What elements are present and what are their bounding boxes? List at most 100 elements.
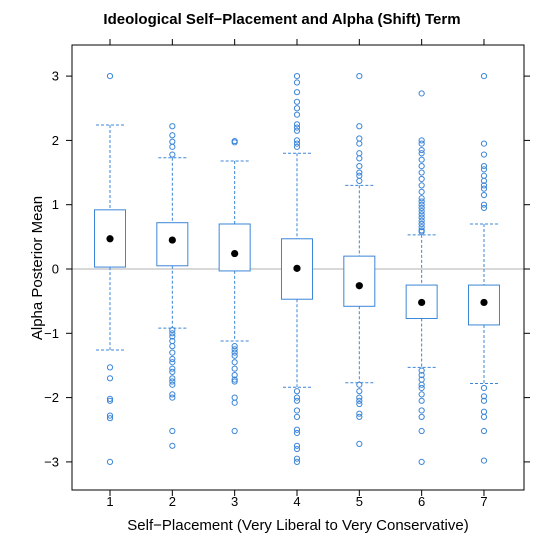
outlier-point <box>480 384 488 392</box>
outlier-point <box>480 413 488 420</box>
outlier-point <box>480 185 488 192</box>
x-tick-label: 7 <box>480 494 487 509</box>
outlier-point <box>418 391 425 398</box>
y-tick-label: 2 <box>52 133 59 148</box>
outlier-point <box>356 394 363 401</box>
outlier-point <box>418 384 425 392</box>
outlier-point <box>293 105 301 112</box>
outlier-point <box>169 365 176 372</box>
outlier-point <box>231 139 238 146</box>
box-group-7 <box>467 73 500 464</box>
outlier-point <box>356 150 363 157</box>
outlier-point <box>231 346 238 353</box>
outlier-point <box>480 172 488 179</box>
box-group-3 <box>218 137 251 435</box>
outlier-point <box>169 442 176 449</box>
outlier-point <box>418 156 425 163</box>
outlier-point <box>418 427 425 435</box>
outlier-point <box>169 378 176 385</box>
outlier-point <box>418 458 425 465</box>
outlier-point <box>231 365 238 372</box>
iqr-box <box>343 255 376 307</box>
outlier-point <box>106 412 114 419</box>
outlier-point <box>169 381 176 388</box>
outlier-point <box>480 427 488 435</box>
outlier-point <box>169 359 176 366</box>
outlier-point <box>293 124 301 131</box>
outlier-point <box>356 388 363 395</box>
outlier-point <box>106 395 114 402</box>
outlier-point <box>480 151 488 158</box>
x-tick-label: 1 <box>106 494 113 509</box>
outlier-point <box>418 208 425 215</box>
outlier-point <box>169 330 176 337</box>
outlier-point <box>293 111 301 118</box>
outlier-point <box>356 169 363 176</box>
outlier-point <box>480 393 488 400</box>
outlier-point <box>293 73 301 80</box>
outlier-point <box>293 121 301 128</box>
mean-point <box>168 236 176 244</box>
outlier-point <box>106 364 114 371</box>
outlier-point <box>418 175 425 183</box>
outlier-point <box>293 445 301 453</box>
outlier-point <box>293 143 301 150</box>
outlier-point <box>418 204 425 212</box>
x-tick-label: 4 <box>293 494 300 509</box>
outlier-point <box>418 381 425 388</box>
outlier-point <box>231 399 238 406</box>
outlier-point <box>169 349 176 356</box>
outlier-point <box>480 201 488 208</box>
outlier-point <box>356 155 363 162</box>
outlier-point <box>356 135 363 142</box>
outlier-point <box>418 163 425 170</box>
y-tick-label: −1 <box>44 326 59 341</box>
outlier-point <box>480 397 488 404</box>
outlier-point <box>293 442 301 449</box>
outlier-point <box>293 458 301 465</box>
outlier-point <box>169 368 176 375</box>
outlier-point <box>106 375 114 382</box>
outlier-point <box>293 388 301 395</box>
outlier-point <box>293 140 301 147</box>
outlier-point <box>356 177 363 185</box>
box-group-1 <box>94 73 126 465</box>
iqr-box <box>156 222 189 267</box>
outlier-point <box>356 140 363 147</box>
outlier-point <box>169 343 176 350</box>
iqr-box <box>218 223 251 272</box>
y-tick-label: 0 <box>52 262 59 277</box>
x-tick-label: 5 <box>356 494 363 509</box>
outlier-point <box>480 457 488 464</box>
chart-title: Ideological Self−Placement and Alpha (Sh… <box>103 11 460 28</box>
outlier-point <box>356 163 363 170</box>
outlier-point <box>418 407 425 414</box>
x-tick-label: 3 <box>231 494 238 509</box>
outlier-point <box>418 201 425 208</box>
box-group-4 <box>280 73 313 465</box>
mean-point <box>418 298 426 307</box>
outlier-point <box>356 123 363 130</box>
outlier-point <box>356 172 363 179</box>
outlier-point <box>418 150 425 157</box>
outlier-point <box>418 146 425 154</box>
outlier-point <box>169 375 176 382</box>
outlier-point <box>356 381 363 388</box>
x-axis-label: Self−Placement (Very Liberal to Very Con… <box>127 517 468 534</box>
outlier-point <box>169 138 176 145</box>
box-group-6 <box>405 90 438 465</box>
outlier-point <box>293 137 301 144</box>
y-tick-label: −2 <box>44 390 59 405</box>
outlier-point <box>231 394 238 401</box>
outlier-point <box>480 408 488 415</box>
plot-area <box>72 73 524 465</box>
outlier-point <box>169 333 176 340</box>
plot-frame <box>71 44 525 491</box>
outlier-point <box>293 127 301 134</box>
outlier-point <box>293 413 301 420</box>
outlier-point <box>356 440 363 447</box>
outlier-point <box>418 137 425 144</box>
mean-point <box>293 264 301 272</box>
outlier-point <box>480 204 488 212</box>
